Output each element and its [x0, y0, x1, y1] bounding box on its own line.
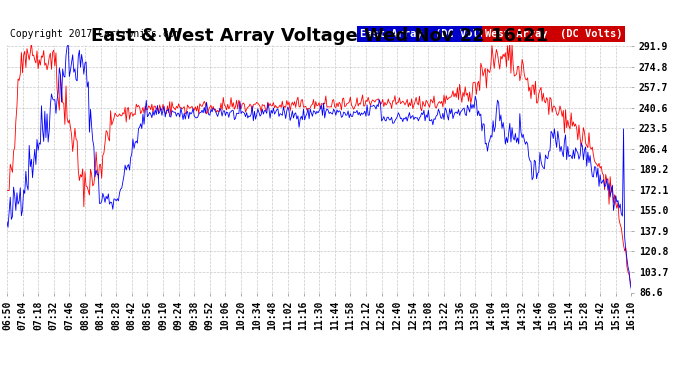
Title: East & West Array Voltage Wed Nov 22 16:21: East & West Array Voltage Wed Nov 22 16:… [90, 27, 548, 45]
Text: Copyright 2017 Cartronics.com: Copyright 2017 Cartronics.com [10, 29, 180, 39]
Text: East Array  (DC Volts): East Array (DC Volts) [359, 29, 497, 39]
Text: West Array  (DC Volts): West Array (DC Volts) [484, 29, 622, 39]
